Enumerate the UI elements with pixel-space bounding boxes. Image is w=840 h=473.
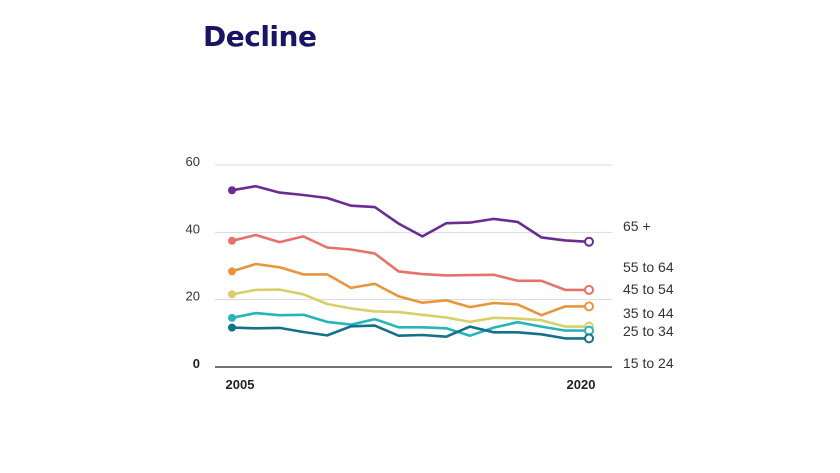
series-start-marker [228, 267, 236, 276]
series-line [230, 233, 591, 292]
y-tick-label: 40 [186, 221, 200, 236]
series-end-marker [584, 333, 594, 344]
series-end-marker [584, 301, 594, 312]
series-start-marker [228, 313, 236, 322]
x-tick-label: 2020 [567, 377, 596, 392]
series-start-marker [228, 290, 236, 299]
series-line [230, 324, 591, 340]
series-line [230, 311, 591, 338]
x-tick-label: 2005 [226, 377, 255, 392]
y-tick-label: 20 [186, 289, 200, 304]
y-tick-label: 0 [193, 356, 200, 371]
series-start-marker [228, 236, 236, 245]
series-label: 45 to 54 [623, 281, 674, 297]
chart-title: Decline [203, 20, 317, 53]
series-label: 25 to 34 [623, 323, 674, 339]
series-line [230, 184, 591, 244]
y-tick-label: 60 [186, 154, 200, 169]
series-end-marker [584, 284, 594, 295]
series-label: 65 + [623, 218, 651, 234]
series-label: 15 to 24 [623, 355, 674, 371]
series-start-marker [228, 323, 236, 332]
series-line [230, 262, 591, 317]
series-line [230, 288, 591, 328]
series-start-marker [228, 186, 236, 195]
series-end-marker [584, 236, 594, 247]
series-label: 55 to 64 [623, 259, 674, 275]
series-label: 35 to 44 [623, 305, 674, 321]
